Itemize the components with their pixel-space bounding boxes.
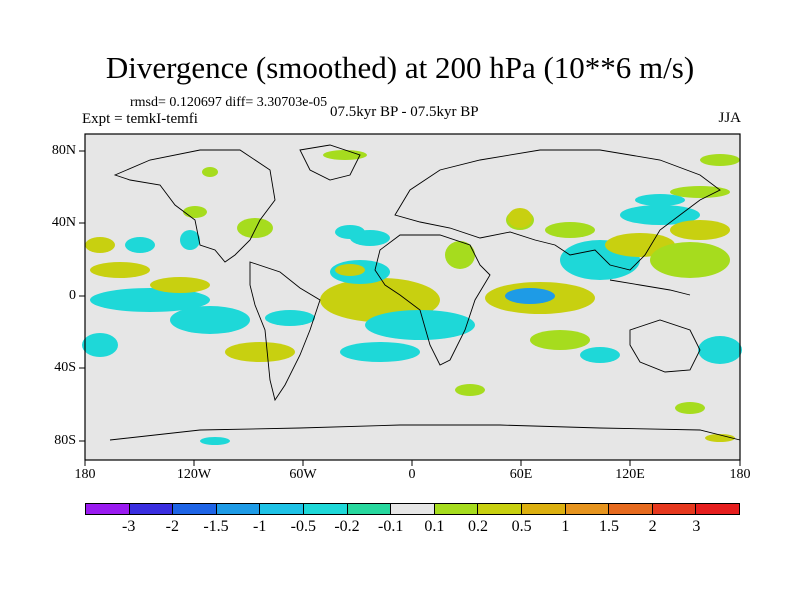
patch-natl-pos (335, 264, 365, 276)
lon-label-180w: 180 (74, 467, 96, 482)
plot-title: Divergence (smoothed) at 200 hPa (10**6 … (105, 50, 695, 85)
colorbar-swatch (347, 504, 392, 514)
patch-nhem-4 (237, 218, 273, 238)
period-label: 07.5kyr BP - 07.5kyr BP (330, 104, 479, 120)
colorbar-swatch (391, 504, 435, 514)
patch-sa-neg (265, 310, 315, 326)
colorbar-swatch (521, 504, 566, 514)
colorbar-label: 1 (561, 518, 570, 535)
experiment-label: Expt = temkI-temfi (82, 111, 198, 127)
coast-indonesia (609, 279, 691, 296)
coastlines (109, 144, 741, 441)
colorbar-label: -0.1 (377, 518, 404, 535)
patch-shem-7 (455, 384, 485, 396)
colorbar (85, 503, 740, 515)
colorbar-label: -1.5 (203, 518, 229, 535)
colorbar-label: 0.2 (468, 518, 488, 535)
lat-label-40n: 40N (51, 215, 76, 230)
patch-nhem-12 (508, 208, 532, 228)
colorbar-swatch (260, 504, 304, 514)
lon-label-180e: 180 (729, 467, 751, 482)
lat-label-80n: 80N (51, 143, 76, 158)
patch-shem-9 (200, 437, 230, 445)
patch-nhem-10 (323, 150, 367, 160)
coast-greenland (299, 144, 361, 181)
patch-shem-4 (580, 347, 620, 363)
patch-nhem-3 (180, 230, 200, 250)
patch-epac-neg (90, 288, 210, 312)
patch-atlantic-neg (365, 310, 475, 340)
lon-label-60e: 60E (509, 467, 533, 482)
patch-shem-2 (340, 342, 420, 362)
colorbar-swatch (216, 504, 261, 514)
coast-north-america (113, 149, 276, 263)
patch-shem-10 (705, 434, 735, 442)
patch-pacific-pos2 (650, 242, 730, 278)
colorbar-label: -0.2 (334, 518, 360, 535)
patch-nhem-7 (700, 154, 740, 166)
lon-label-120w: 120W (176, 467, 212, 482)
lat-label-0: 0 (69, 288, 76, 303)
patch-me-pos2 (545, 222, 595, 238)
colorbar-swatch (173, 504, 217, 514)
lat-label-80s: 80S (54, 433, 76, 448)
colorbar-label: 3 (692, 518, 701, 535)
axis-ticks (79, 150, 741, 466)
colorbar-swatch (696, 504, 739, 514)
colorbar-swatch (129, 504, 174, 514)
colorbar-label: -2 (165, 518, 179, 535)
patch-nhem-2 (125, 237, 155, 253)
patch-indian-neg (505, 288, 555, 304)
colorbar-label: -3 (121, 518, 136, 535)
patch-shem-1 (225, 342, 295, 362)
colorbar-label: 0.5 (511, 518, 532, 535)
patch-shem-3 (530, 330, 590, 350)
colorbar-swatch (303, 504, 348, 514)
patch-nhem-8 (670, 186, 730, 198)
coast-africa (374, 234, 491, 366)
coast-south-america (249, 261, 321, 402)
coast-australia (629, 319, 701, 373)
lon-label-60w: 60W (289, 467, 317, 482)
colorbar-label: 0.1 (424, 518, 445, 535)
stats-text: rmsd= 0.120697 diff= 3.30703e-05 (130, 95, 328, 110)
lat-label-40s: 40S (54, 360, 76, 375)
patch-shem-5 (698, 336, 742, 364)
colorbar-label: 2 (648, 518, 657, 535)
season-label: JJA (718, 110, 741, 126)
lon-label-0: 0 (408, 467, 416, 482)
patch-shem-6 (82, 333, 118, 357)
coast-antarctica (109, 424, 741, 441)
colorbar-label: 1.5 (599, 518, 619, 535)
colorbar-swatch (86, 504, 130, 514)
colorbar-label: -1 (252, 518, 267, 535)
colorbar-swatch (434, 504, 479, 514)
patch-nhem-11 (202, 167, 218, 177)
divergence-patches (82, 150, 742, 445)
patch-pacific-neg1 (620, 205, 700, 225)
patch-epac-pos2 (150, 277, 210, 293)
colorbar-swatch (478, 504, 522, 514)
lon-label-120e: 120E (615, 467, 645, 482)
patch-pacific-pos3 (670, 220, 730, 240)
colorbar-swatch (652, 504, 697, 514)
colorbar-swatch (609, 504, 653, 514)
patch-epac-neg2 (170, 306, 250, 334)
patch-epac-pos (90, 262, 150, 278)
colorbar-label: -0.5 (290, 518, 316, 535)
patch-shem-8 (675, 402, 705, 414)
patch-africa-pos (445, 241, 475, 269)
patch-nhem-1 (85, 237, 115, 253)
patch-nhem-5 (335, 225, 365, 239)
patch-nhem-6 (183, 206, 207, 218)
patch-nhem-9 (635, 194, 685, 206)
colorbar-swatch (565, 504, 610, 514)
coast-eurasia (394, 149, 721, 271)
